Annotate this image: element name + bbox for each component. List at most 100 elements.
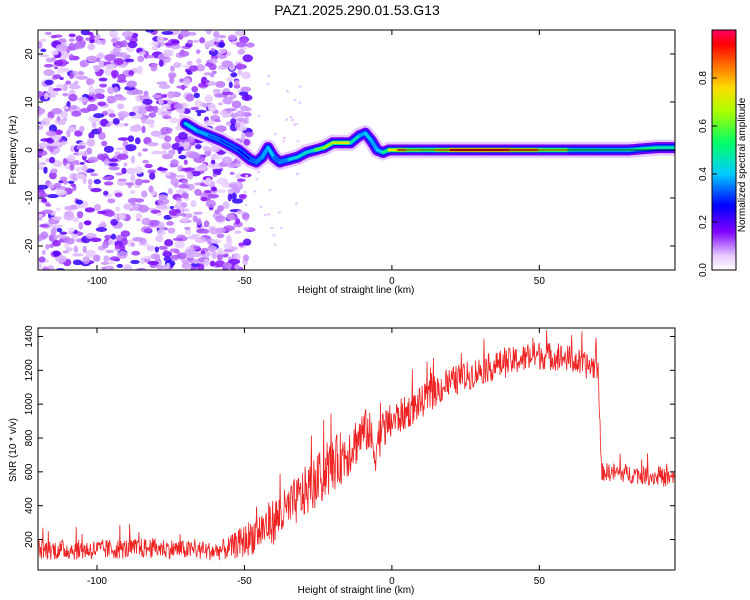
spectrogram-noise-blob [140, 256, 145, 264]
spectrogram-noise-blob [178, 154, 187, 160]
spectrogram-noise-blob [45, 243, 50, 250]
spectrogram-noise-blob [109, 256, 120, 261]
spectrogram-speck [268, 188, 272, 192]
spectrogram-noise-blob [40, 162, 47, 166]
spectrogram-noise-blob [168, 149, 176, 156]
spectrogram-y-tick-label: -10 [24, 190, 35, 205]
spectrogram-noise-blob [241, 71, 251, 80]
spectrogram-noise-blob [85, 78, 95, 85]
spectrogram-noise-blob [227, 193, 232, 202]
spectrogram-noise-blob [123, 264, 133, 270]
spectrogram-noise-blob [115, 96, 127, 101]
spectrogram-noise-blob [92, 254, 101, 262]
spectrogram-noise-blob [101, 266, 107, 270]
spectrogram-noise-blob [50, 35, 57, 39]
spectrogram-noise-blob [134, 166, 143, 175]
spectrogram-noise-blob [75, 166, 83, 172]
spectrogram-noise-blob [218, 41, 226, 48]
spectrogram-speck [267, 213, 271, 216]
spectrogram-noise-blob [238, 242, 245, 247]
spectrogram-noise-blob [116, 103, 125, 110]
spectrogram-speck [294, 202, 298, 205]
spectrogram-noise-blob [186, 70, 193, 75]
spectrogram-noise-blob [212, 168, 223, 173]
spectrogram-noise-blob [158, 245, 168, 251]
spectrogram-noise-blob [244, 131, 253, 137]
spectrogram-noise-blob [99, 83, 108, 88]
spectrogram-noise-blob [225, 108, 237, 112]
spectrogram-noise-blob [243, 138, 251, 146]
spectrogram-noise-blob [87, 184, 93, 190]
spectrogram-noise-blob [182, 141, 191, 150]
spectrogram-noise-blob [140, 95, 151, 100]
snr-y-tick-label: 1400 [24, 325, 35, 348]
spectrogram-noise-blob [240, 86, 252, 93]
spectrogram-noise-blob [76, 145, 86, 150]
spectrogram-noise-blob [43, 92, 49, 100]
spectrogram-noise-blob [168, 72, 177, 79]
spectrogram-x-tick-label: 50 [534, 276, 546, 287]
spectrogram-noise-blob [242, 238, 252, 246]
spectrogram-noise-blob [38, 125, 44, 130]
spectrogram-noise-blob [72, 217, 80, 223]
spectrogram-noise-blob [194, 100, 203, 108]
spectrogram-noise-blob [145, 105, 155, 112]
spectrogram-noise-blob [123, 123, 129, 127]
snr-y-tick-label: 200 [24, 531, 35, 548]
spectrogram-noise-blob [130, 174, 136, 183]
spectrogram-noise-blob [212, 37, 221, 43]
chart-title: PAZ1.2025.290.01.53.G13 [274, 2, 440, 18]
spectrogram-noise-blob [228, 183, 239, 189]
spectrogram-noise-blob [90, 187, 102, 193]
snr-y-tick-label: 1000 [24, 393, 35, 416]
spectrogram-noise-blob [214, 215, 226, 222]
spectrogram-noise-blob [40, 48, 47, 53]
spectrogram-noise-blob [58, 38, 67, 43]
spectrogram-noise-blob [148, 112, 157, 118]
spectrogram-noise-blob [86, 139, 96, 147]
spectrogram-noise-blob [79, 61, 88, 68]
spectrogram-noise-blob [43, 117, 53, 121]
spectrogram-noise-blob [117, 153, 129, 160]
spectrogram-noise-blob [156, 264, 163, 270]
spectrogram-noise-blob [62, 250, 69, 254]
spectrogram-noise-blob [150, 63, 158, 72]
spectrogram-ridge-core [184, 122, 199, 133]
spectrogram-noise-blob [89, 173, 99, 177]
spectrogram-noise-blob [226, 76, 233, 83]
spectrogram-noise-blob [239, 121, 245, 130]
spectrogram-noise-blob [114, 45, 121, 49]
spectrogram-noise-blob [97, 101, 107, 107]
spectrogram-noise-blob [145, 30, 155, 33]
spectrogram-noise-blob [48, 182, 55, 189]
spectrogram-noise-blob [214, 118, 221, 123]
spectrogram-noise-blob [215, 227, 226, 234]
spectrogram-noise-blob [68, 93, 78, 102]
spectrogram-noise-blob [130, 200, 136, 206]
spectrogram-noise-blob [203, 72, 213, 76]
spectrogram-noise-blob [185, 228, 192, 236]
colorbar-tick-label: 0.2 [698, 215, 709, 229]
spectrogram-noise-blob [131, 250, 141, 256]
spectrogram-noise-blob [44, 79, 54, 86]
snr-y-tick-label: 1200 [24, 359, 35, 382]
spectrogram-noise-blob [69, 163, 75, 171]
spectrogram-noise-blob [141, 190, 148, 198]
spectrogram-noise-blob [239, 194, 247, 200]
spectrogram-speck [294, 122, 298, 126]
spectrogram-noise-blob [236, 210, 245, 215]
colorbar-axes: 0.0 0.2 0.4 0.6 0.8 [698, 29, 737, 277]
spectrogram-noise-blob [140, 179, 151, 184]
spectrogram-noise-blob [51, 227, 58, 231]
spectrogram-noise-blob [211, 70, 217, 75]
spectrogram-noise-blob [222, 201, 230, 210]
spectrogram-noise-blob [50, 168, 58, 174]
spectrogram-noise-blob [118, 51, 128, 58]
spectrogram-noise-blob [71, 110, 82, 117]
spectrogram-noise-blob [104, 158, 110, 166]
spectrogram-noise-blob [172, 237, 184, 242]
spectrogram-noise-blob [207, 193, 220, 199]
spectrogram-noise-blob [130, 259, 140, 265]
